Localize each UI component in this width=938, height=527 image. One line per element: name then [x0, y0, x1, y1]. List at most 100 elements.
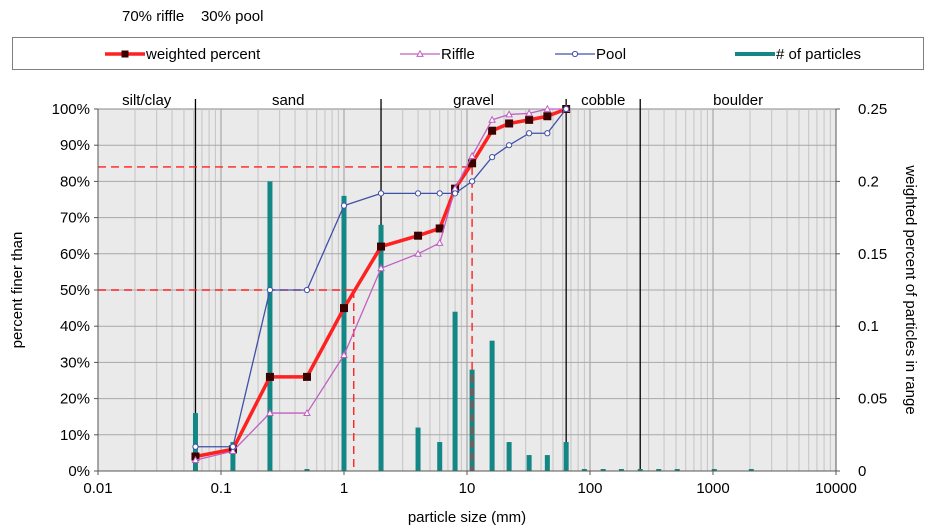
size-class-dividers: silt/clay sand gravel cobble boulder	[122, 92, 763, 471]
particle-bar	[618, 469, 624, 471]
weighted-percent-marker	[488, 126, 497, 135]
x-tick-label: 10	[459, 480, 476, 497]
pool-marker	[340, 202, 348, 209]
particle-bar	[544, 455, 550, 471]
particle-bar	[341, 195, 347, 471]
legend-items: weighted percent Riffle Pool # of particles	[105, 46, 861, 63]
y-tick-label: 90%	[60, 137, 90, 154]
pool-marker	[436, 190, 443, 197]
x-tick-label: 10000	[815, 480, 857, 497]
particle-bar	[267, 181, 273, 471]
riffle-marker	[191, 455, 200, 464]
weighted-percent-marker	[265, 372, 274, 381]
x-axis-label: particle size (mm)	[408, 509, 526, 526]
riffle-marker	[266, 408, 274, 416]
y-tick-label: 20%	[60, 391, 90, 408]
series-lines	[191, 104, 571, 464]
weighted-percent-marker	[435, 224, 444, 233]
riffle-marker	[340, 350, 348, 359]
weighted-percent-marker	[377, 242, 386, 251]
pool-marker	[451, 190, 459, 197]
particle-bar	[637, 469, 643, 471]
weighted-percent-marker	[505, 119, 514, 128]
reference-lines	[98, 166, 473, 471]
legend-entry-label: # of particles	[776, 46, 861, 63]
particle-bar	[600, 469, 606, 471]
weighted-percent-marker	[340, 304, 348, 313]
pool-marker	[192, 443, 199, 450]
particle-bar	[452, 311, 458, 471]
pool-marker	[414, 190, 422, 197]
y2-tick-label: 0.25	[858, 101, 887, 118]
particle-bar	[378, 224, 384, 471]
riffle-marker	[414, 249, 422, 257]
legend-entry-label: Pool	[596, 46, 626, 63]
riffle-marker	[488, 115, 496, 123]
riffle-marker	[435, 238, 444, 246]
weighted-percent-marker	[414, 231, 423, 240]
riffle-marker	[468, 151, 476, 159]
x-tick-label: 100	[577, 480, 602, 497]
particle-bar	[230, 442, 236, 471]
weighted-percent-marker	[525, 115, 534, 124]
particle-bar	[506, 442, 512, 471]
particle-bar	[656, 469, 662, 471]
pool-marker	[563, 105, 570, 113]
y2-tick-label: 0	[858, 463, 866, 480]
particle-bar	[304, 469, 310, 471]
class-label: silt/clay	[122, 92, 172, 109]
particle-bar	[192, 413, 198, 471]
y-tick-label: 70%	[60, 210, 90, 227]
legend-entry-label: weighted percent	[145, 46, 261, 63]
riffle-marker	[543, 104, 552, 112]
legend-swatch-marker	[416, 49, 424, 57]
pool-marker	[526, 130, 533, 137]
x-tick-label: 0.01	[83, 480, 112, 497]
pool-marker	[489, 154, 496, 161]
y-tick-label: 10%	[60, 427, 90, 444]
pool-marker	[506, 142, 513, 149]
particle-bar	[711, 469, 717, 471]
pool-marker	[303, 286, 311, 294]
riffle-marker	[229, 446, 237, 454]
particle-bar	[581, 469, 587, 471]
y-tick-label: 80%	[60, 173, 90, 190]
axes: 0.01 0.1 1 10 100 1000 10000 0% 10% 20% 30% 40% 50% 6…	[52, 101, 888, 497]
y2-tick-label: 0.2	[858, 173, 879, 190]
y-tick-label: 100%	[52, 101, 90, 118]
y2-tick-label: 0.05	[858, 391, 887, 408]
particle-bar	[489, 340, 495, 471]
pool-marker	[377, 190, 385, 197]
y-tick-label: 0%	[68, 463, 90, 480]
y-tick-label: 30%	[60, 354, 90, 371]
riffle-marker	[505, 110, 513, 118]
y-axis-label: percent finer than	[9, 232, 26, 349]
class-label: gravel	[453, 92, 494, 109]
riffle-marker	[303, 408, 311, 416]
weighted-percent-marker	[302, 372, 311, 381]
particle-bar	[526, 455, 532, 471]
legend-entry-label: Riffle	[441, 46, 475, 63]
particle-bar	[437, 442, 443, 471]
pool-marker	[266, 286, 274, 294]
y-tick-label: 60%	[60, 246, 90, 263]
y2-axis-label: weighted percent of particles in range	[902, 164, 919, 414]
class-label: cobble	[581, 92, 625, 109]
y-tick-label: 50%	[60, 282, 90, 299]
particle-bar	[748, 469, 754, 471]
x-tick-label: 1000	[696, 480, 729, 497]
y2-tick-label: 0.15	[858, 246, 887, 263]
pool-marker	[229, 443, 237, 450]
pool-marker	[468, 178, 476, 185]
riffle-marker	[377, 264, 385, 272]
class-label: boulder	[713, 92, 763, 109]
particle-bar	[674, 469, 680, 471]
pool-ratio-label: 30% pool	[200, 8, 264, 25]
particle-bar	[415, 427, 421, 471]
class-label: sand	[272, 92, 305, 109]
legend	[12, 37, 924, 70]
x-tick-label: 1	[340, 480, 348, 497]
weighted-percent-marker	[543, 112, 552, 121]
y-tick-label: 40%	[60, 318, 90, 335]
